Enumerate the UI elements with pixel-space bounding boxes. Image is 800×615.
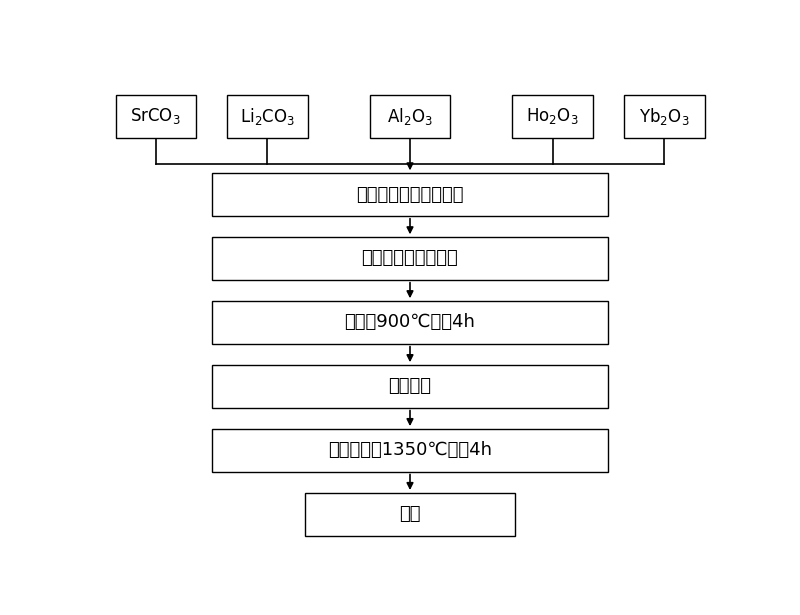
Bar	[211, 173, 609, 216]
Text: 按化学计量比称取原料: 按化学计量比称取原料	[356, 186, 464, 204]
Text: 砖磨混料: 砖磨混料	[389, 378, 431, 395]
Text: 空气中900℃预烧4h: 空气中900℃预烧4h	[345, 314, 475, 331]
Bar	[227, 95, 308, 138]
Bar	[624, 95, 705, 138]
Bar	[370, 95, 450, 138]
Text: SrCO$_3$: SrCO$_3$	[130, 106, 181, 127]
Bar	[211, 429, 609, 472]
Text: Li$_2$CO$_3$: Li$_2$CO$_3$	[240, 106, 295, 127]
Text: Al$_2$O$_3$: Al$_2$O$_3$	[387, 106, 433, 127]
Text: Ho$_2$O$_3$: Ho$_2$O$_3$	[526, 106, 579, 127]
Bar	[512, 95, 593, 138]
Bar	[115, 95, 196, 138]
Bar	[305, 493, 515, 536]
Bar	[211, 301, 609, 344]
Text: 出料: 出料	[399, 505, 421, 523]
Bar	[211, 365, 609, 408]
Bar	[211, 237, 609, 280]
Text: Yb$_2$O$_3$: Yb$_2$O$_3$	[639, 106, 690, 127]
Text: 还原气氛中1350℃烧结4h: 还原气氛中1350℃烧结4h	[328, 442, 492, 459]
Text: 加无水乙醇砖磨混料: 加无水乙醇砖磨混料	[362, 250, 458, 268]
